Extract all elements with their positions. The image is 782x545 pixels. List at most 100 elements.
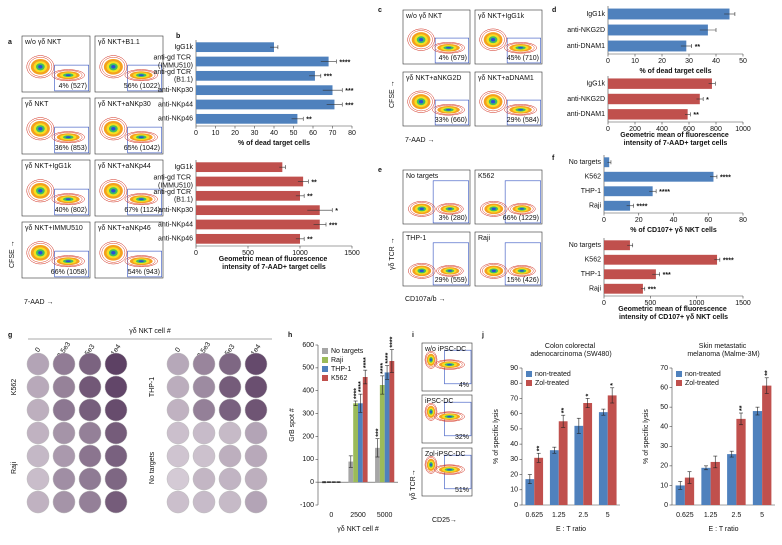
panel-letter: e: [378, 167, 382, 174]
density-contour: [410, 264, 434, 278]
flow-plot-title: γδ NKT+aNKp44: [98, 163, 151, 170]
category-label: anti-gd TCR (IMMU510): [153, 54, 193, 69]
gate: [434, 37, 469, 64]
well: [192, 467, 216, 491]
category-label: THP-1: [581, 271, 601, 278]
x-axis-label: Geometric mean of fluorescence intensity…: [618, 306, 728, 321]
well: [166, 352, 190, 376]
y-tick-label: 70: [660, 365, 668, 372]
bar: [196, 176, 304, 187]
gate: [432, 242, 469, 286]
density-contour: [38, 189, 43, 193]
density-contour: [418, 37, 424, 42]
y-axis-label: % of specific lysis: [643, 409, 650, 464]
bar: [604, 254, 718, 265]
density-contour: [28, 181, 53, 201]
bar: [379, 385, 385, 483]
density-contour: [445, 46, 452, 49]
bar: [534, 457, 544, 505]
density-contour: [38, 251, 43, 255]
bar: [196, 56, 329, 67]
row-label: K562: [11, 379, 18, 395]
density-contour: [51, 255, 85, 268]
gate-percentage: 67% (1124): [124, 207, 160, 214]
x-tick-label: 500: [644, 300, 656, 307]
x-tick-label: 0: [606, 58, 610, 65]
significance-label: ****: [358, 381, 365, 392]
x-tick-label: 80: [348, 130, 356, 137]
flow-plot-title: γδ NKT+B1.1: [98, 39, 140, 46]
significance-label: **: [765, 370, 772, 376]
y-tick-label: 0: [664, 502, 668, 509]
x-axis-label: γδ NKT cell #: [337, 526, 379, 533]
density-contour: [447, 270, 453, 272]
density-contour: [504, 42, 537, 54]
significance-label: ****: [385, 352, 392, 363]
density-contour: [138, 136, 144, 139]
x-tick-label: 0: [329, 512, 333, 519]
density-contour: [447, 363, 452, 366]
well: [166, 467, 190, 491]
density-contour: [124, 193, 158, 206]
row-label: Raji: [11, 462, 18, 475]
gate-percentage: 29% (559): [435, 277, 467, 284]
y-tick-label: 400: [302, 388, 314, 395]
well: [78, 421, 102, 445]
density-contour: [491, 207, 496, 211]
x-tick-label: 0.625: [676, 512, 694, 519]
y-axis-label: % of specific lysis: [493, 409, 500, 464]
well: [244, 398, 268, 422]
x-axis-label: E : T ratio: [708, 526, 738, 533]
bar: [604, 269, 656, 280]
x-tick-label: 40: [670, 217, 678, 224]
x-tick-label: 80: [739, 217, 747, 224]
density-contour: [28, 243, 53, 263]
bar: [549, 450, 559, 505]
well: [104, 444, 128, 468]
legend-swatch: [322, 357, 328, 363]
density-contour: [438, 266, 462, 276]
x-axis-label: 7-AAD →: [405, 137, 435, 144]
flow-plot-title: K562: [478, 173, 494, 180]
gate-percentage: 32%: [455, 434, 469, 441]
density-contour: [138, 260, 144, 263]
y-tick-label: 40: [660, 424, 668, 431]
panel-letter: c: [378, 7, 382, 14]
density-contour: [99, 241, 128, 265]
x-tick-label: 10: [212, 130, 220, 137]
gate: [127, 126, 162, 154]
density-contour: [424, 350, 438, 369]
well: [244, 352, 268, 376]
well: [192, 352, 216, 376]
density-contour: [124, 255, 158, 268]
bar: [608, 109, 688, 120]
legend-label: Zol-treated: [535, 380, 569, 387]
well: [52, 421, 76, 445]
gate-percentage: 66% (1058): [51, 269, 87, 276]
density-contour: [432, 104, 465, 116]
density-contour: [436, 203, 464, 215]
flow-plot-title: No targets: [406, 173, 439, 180]
density-contour: [65, 198, 71, 201]
gate: [506, 37, 541, 64]
gate-percentage: 56% (1022): [124, 83, 160, 90]
x-tick-label: 50: [739, 58, 747, 65]
density-contour: [425, 457, 437, 473]
density-contour: [26, 179, 55, 203]
legend-label: K562: [331, 375, 347, 382]
bar: [604, 157, 610, 168]
panel-letter: f: [552, 155, 555, 162]
gate-percentage: 54% (943): [128, 269, 160, 276]
well: [244, 490, 268, 514]
bar: [684, 477, 695, 505]
density-contour: [99, 117, 128, 141]
x-tick-label: 1500: [735, 300, 751, 307]
density-contour: [111, 65, 116, 69]
well: [26, 444, 50, 468]
density-contour: [436, 265, 464, 277]
flow-plot-title: w/o γδ NKT: [405, 13, 443, 20]
bar: [608, 93, 700, 105]
bar: [384, 372, 390, 483]
legend-swatch: [676, 380, 682, 386]
